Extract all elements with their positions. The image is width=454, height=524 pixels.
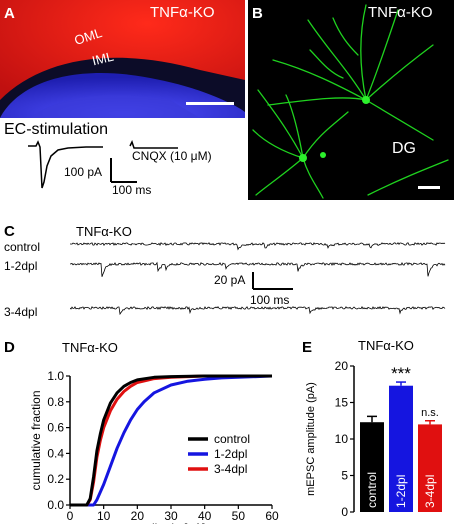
panel-d-label: TNFα-KO <box>62 340 118 355</box>
mepsc-trace-control <box>70 242 446 251</box>
mepsc-trace-1-2dpl <box>70 261 446 277</box>
e-y-tick-label: 0 <box>341 505 348 519</box>
panel-d-letter: D <box>4 339 15 356</box>
d-y-tick-label: 1.0 <box>47 369 64 383</box>
bar-label-1-2dpl: 1-2dpl <box>394 475 408 508</box>
d-x-tick-label: 0 <box>67 509 74 523</box>
cdf-line-control <box>70 374 272 507</box>
e-y-tick-label: 10 <box>335 432 349 446</box>
panel-e-letter: E <box>302 339 313 356</box>
e-y-tick-label: 20 <box>335 359 349 373</box>
d-y-axis-label: cumulative fraction <box>29 390 43 490</box>
c-scale-x-label: 100 ms <box>250 293 290 307</box>
mepsc-amplitude-bar-chart: 0 5 10 15 20 mEPSC amplitude (pA) control 1-2dp… <box>305 359 442 519</box>
significance-3-4dpl: n.s. <box>421 407 439 419</box>
hippocampus-micrograph <box>0 0 245 118</box>
d-x-tick-label: 30 <box>164 509 178 523</box>
d-y-tick-label: 0.2 <box>47 472 64 486</box>
d-x-axis-label: amplitude [pA] <box>129 521 206 524</box>
e-y-tick-label: 5 <box>341 469 348 483</box>
dg-label: DG <box>392 140 416 157</box>
panel-c-letter: C <box>4 223 15 240</box>
ec-scale-y-label: 100 pA <box>64 165 103 179</box>
panel-a-letter: A <box>4 5 15 22</box>
d-x-tick-label: 50 <box>232 509 246 523</box>
trace-row-3-4dpl-label: 3-4dpl <box>4 305 38 319</box>
panel-a-label: TNFα-KO <box>150 4 215 21</box>
d-y-tick-label: 0.0 <box>47 498 64 512</box>
ec-stimulation-title: EC-stimulation <box>4 121 109 138</box>
d-x-tick-label: 60 <box>265 509 279 523</box>
trace-row-control-label: control <box>4 240 41 254</box>
d-y-tick-label: 0.8 <box>47 395 64 409</box>
d-x-tick-label: 20 <box>131 509 145 523</box>
bar-label-3-4dpl: 3-4dpl <box>423 475 437 508</box>
cumulative-fraction-chart: 0.0 0.2 0.4 0.6 0.8 1.0 0 10 20 30 40 50 60 amplitude… <box>29 369 279 524</box>
panel-e-label: TNFα-KO <box>358 338 414 353</box>
legend-label-control: control <box>214 432 250 446</box>
panel-c-label: TNFα-KO <box>76 224 132 239</box>
scale-bar <box>186 102 234 105</box>
trace-row-1-2dpl-label: 1-2dpl <box>4 259 38 273</box>
d-x-tick-label: 40 <box>198 509 212 523</box>
panel-b-scale-bar <box>418 186 440 189</box>
cnqx-label: CNQX (10 μM) <box>132 149 212 163</box>
panel-b-letter: B <box>252 5 263 22</box>
significance-1-2dpl: *** <box>391 364 411 383</box>
bar-3-4dpl <box>418 424 442 512</box>
legend-label-1-2dpl: 1-2dpl <box>214 447 247 461</box>
bar-control <box>360 422 384 512</box>
panel-b-micrograph <box>248 0 454 200</box>
bar-1-2dpl <box>389 385 413 512</box>
d-y-tick-label: 0.6 <box>47 421 64 435</box>
e-y-axis-label: mEPSC amplitude (pA) <box>305 382 317 496</box>
e-y-tick-label: 15 <box>335 396 349 410</box>
bar-label-control: control <box>365 472 379 508</box>
mepsc-traces <box>70 242 446 316</box>
mepsc-trace-3-4dpl <box>70 305 446 316</box>
ec-traces <box>28 140 178 189</box>
panel-b-label: TNFα-KO <box>368 4 433 21</box>
ec-trace-control <box>28 140 103 189</box>
ec-trace-cnqx <box>129 140 178 149</box>
panel-a-micrograph <box>0 0 245 118</box>
d-x-tick-label: 10 <box>97 509 111 523</box>
legend-label-3-4dpl: 3-4dpl <box>214 462 247 476</box>
c-scale-y-label: 20 pA <box>214 273 246 287</box>
d-y-tick-label: 0.4 <box>47 446 64 460</box>
granule-cell-image <box>252 4 449 199</box>
ec-scale-x-label: 100 ms <box>112 183 152 197</box>
cdf-line-1-2dpl <box>70 374 273 507</box>
